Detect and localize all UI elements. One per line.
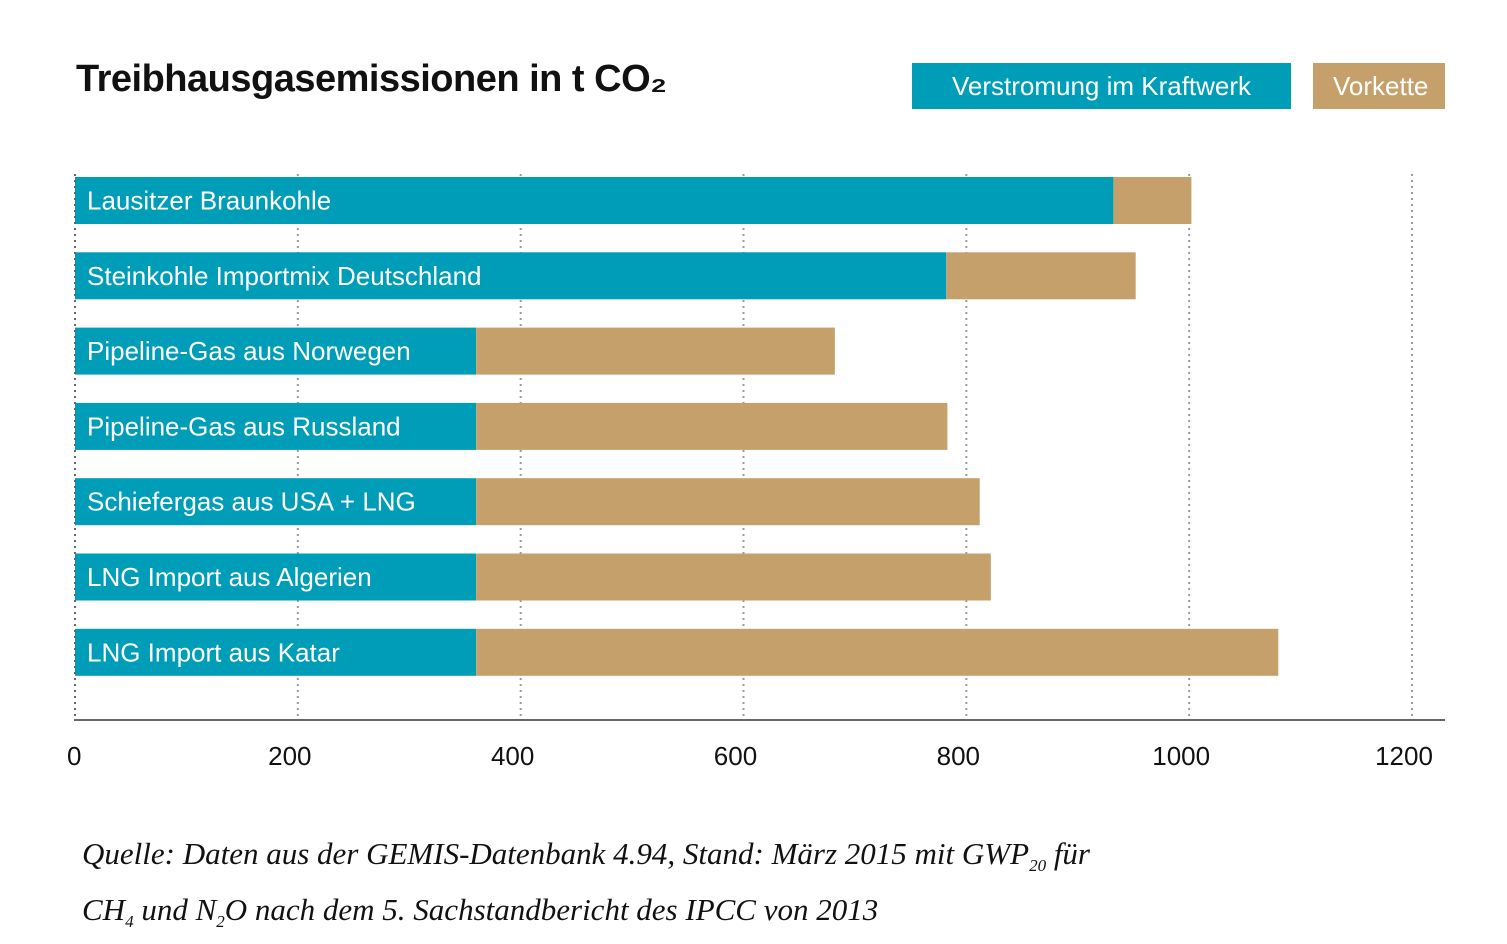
category-label: Lausitzer Braunkohle [87,186,331,216]
bar-vorkette [946,252,1136,300]
category-label: Schiefergas aus USA + LNG [87,487,416,517]
legend-kraftwerk: Verstromung im Kraftwerk [912,63,1291,109]
bar-kraftwerk [75,252,947,300]
x-tick-label: 400 [491,741,534,771]
x-tick-label: 1200 [1375,741,1433,771]
bar-kraftwerk [75,553,477,601]
x-tick-label: 200 [268,741,311,771]
bar-kraftwerk [75,327,477,375]
bar-kraftwerk [75,478,477,526]
bar-vorkette [476,478,980,526]
category-label: LNG Import aus Katar [87,637,340,667]
x-tick-label: 0 [67,741,81,771]
legend-vorkette: Vorkette [1313,63,1445,109]
category-label: Pipeline-Gas aus Russland [87,411,401,441]
bar-kraftwerk [75,402,477,450]
bar-kraftwerk [75,177,1114,224]
x-tick-label: 1000 [1152,741,1210,771]
source-note: Quelle: Daten aus der GEMIS-Datenbank 4.… [82,836,1090,932]
x-tick-label: 600 [714,741,757,771]
category-label: LNG Import aus Algerien [87,562,372,592]
category-label: Pipeline-Gas aus Norwegen [87,336,411,366]
chart-title: Treibhausgasemissionen in t CO₂ [76,58,667,100]
bar-kraftwerk [75,628,477,676]
x-tick-label: 800 [937,741,980,771]
bar-vorkette [476,628,1279,676]
bar-vorkette [476,327,835,375]
bar-vorkette [476,553,991,601]
category-label: Steinkohle Importmix Deutschland [87,261,482,291]
bar-vorkette [476,402,948,450]
bar-vorkette [1113,177,1192,224]
